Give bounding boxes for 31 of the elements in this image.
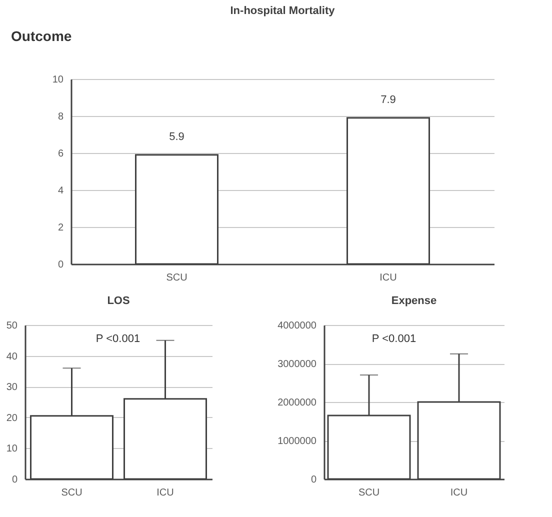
x-tick-label: SCU xyxy=(358,488,380,498)
x-tick-label: ICU xyxy=(380,272,397,284)
chart-title: In-hospital Mortality xyxy=(230,5,336,17)
y-tick-label: 4 xyxy=(58,186,64,196)
y-tick-label: 6 xyxy=(58,148,64,160)
y-tick-label: 1000000 xyxy=(278,436,317,447)
y-tick-label: 10 xyxy=(6,444,18,455)
chart-title: Expense xyxy=(391,295,437,307)
y-tick-label: 4000000 xyxy=(278,320,317,332)
y-tick-label: 2000000 xyxy=(278,398,317,408)
y-tick-label: 50 xyxy=(6,320,18,332)
chart-title: LOS xyxy=(107,295,130,307)
x-tick-label: SCU xyxy=(166,272,188,284)
text: Outcome xyxy=(11,28,72,44)
data-label: 5.9 xyxy=(169,130,184,143)
y-tick-label: 8 xyxy=(58,112,64,122)
annotation: P <0.001 xyxy=(96,333,140,345)
data-label: 7.9 xyxy=(380,94,396,106)
y-tick-label: 0 xyxy=(12,474,18,486)
y-tick-label: 30 xyxy=(6,382,18,394)
y-tick-label: 2 xyxy=(58,222,64,234)
y-tick-label: 40 xyxy=(6,351,18,362)
x-tick-label: SCU xyxy=(61,488,82,498)
y-tick-label: 0 xyxy=(58,260,64,270)
x-tick-label: ICU xyxy=(450,488,468,498)
annotation: P <0.001 xyxy=(372,333,416,345)
y-tick-label: 0 xyxy=(310,474,317,486)
x-tick-label: ICU xyxy=(156,488,174,498)
y-tick-label: 3000000 xyxy=(278,359,317,370)
y-tick-label: 20 xyxy=(6,412,18,424)
y-tick-label: 10 xyxy=(52,74,64,86)
